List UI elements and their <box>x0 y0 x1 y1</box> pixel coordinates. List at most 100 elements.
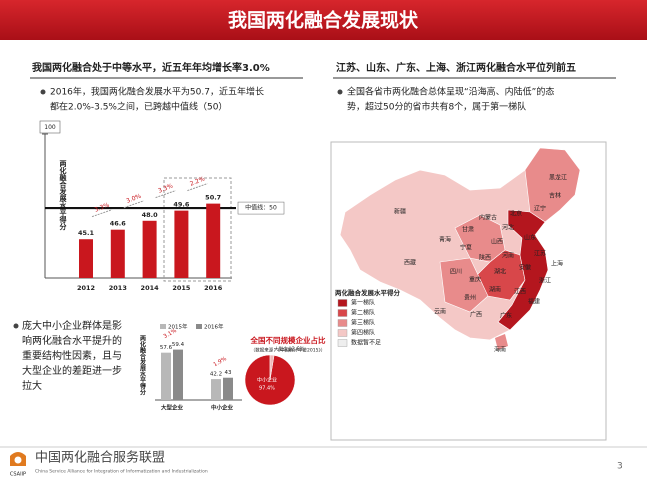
province-label: 江西 <box>514 289 526 296</box>
bullet-dot <box>337 89 343 95</box>
province-label: 云南 <box>434 308 446 316</box>
growth-label: 1.9% <box>213 356 228 368</box>
growth-label: 3.3% <box>157 182 174 194</box>
legend-swatch <box>337 339 348 347</box>
value-label: 50.7 <box>205 194 221 202</box>
bar <box>79 239 93 278</box>
bar <box>110 229 125 278</box>
page-number: 3 <box>617 462 623 472</box>
map-region <box>439 257 489 313</box>
pie-value-label: 2.6% <box>292 347 305 353</box>
value-label: 42.2 <box>210 372 222 378</box>
province-label: 辽宁 <box>534 205 546 213</box>
province-label: 甘肃 <box>462 226 474 234</box>
bar <box>223 377 233 400</box>
legend-swatch <box>196 324 202 329</box>
province-label: 湖南 <box>489 286 501 294</box>
paragraph-line: 响两化融合水平提升的 <box>22 334 122 347</box>
province-label: 新疆 <box>394 208 406 216</box>
province-label: 海南 <box>494 346 506 354</box>
pie-label: 中小企业 <box>257 377 277 384</box>
value-label: 43 <box>225 370 232 376</box>
growth-arrow <box>155 190 176 199</box>
bullet-dot <box>40 89 46 95</box>
legend-label: 2016年 <box>204 323 224 331</box>
paragraph-line: 全国各省市两化融合总体呈现“沿海高、内陆低”的态 <box>347 86 554 98</box>
province-label: 北京 <box>510 210 522 218</box>
pie-title: 全国不同规模企业占比 <box>250 335 326 345</box>
growth-label: 3.3% <box>94 201 111 213</box>
province-label: 陕西 <box>479 254 491 262</box>
province-label: 西藏 <box>404 259 416 267</box>
legend-swatch <box>337 319 348 327</box>
growth-label: 2.2% <box>189 175 206 187</box>
x-tick-label: 大型企业 <box>161 404 184 412</box>
bullet-dot <box>13 323 19 329</box>
bar <box>211 379 221 400</box>
province-label: 重庆 <box>469 276 481 284</box>
growth-arrow <box>123 200 144 209</box>
province-label: 广东 <box>500 312 512 320</box>
province-label: 宁夏 <box>460 244 472 252</box>
province-label: 广西 <box>470 311 482 319</box>
x-tick-label: 2013 <box>109 284 127 292</box>
paragraph-line: 势，超过50分的省市共有8个，属于第一梯队 <box>347 101 526 113</box>
paragraph-line: 重要结构性因素，且与 <box>22 349 122 362</box>
growth-arrow <box>91 209 113 218</box>
province-label: 山西 <box>491 238 503 246</box>
province-label: 浙江 <box>539 277 551 285</box>
legend-swatch <box>337 309 348 317</box>
value-label: 48.0 <box>142 211 159 219</box>
province-label: 内蒙古 <box>479 214 497 222</box>
x-tick-label: 2014 <box>141 284 160 292</box>
province-label: 吉林 <box>549 192 561 200</box>
paragraph-line: 庞大中小企业群体是影 <box>22 319 122 332</box>
growth-arrow <box>187 183 208 192</box>
title: 我国两化融合发展现状 <box>228 9 419 32</box>
value-label: 46.6 <box>110 220 127 228</box>
province-label: 河北 <box>502 224 514 232</box>
logo <box>14 456 22 464</box>
map-region <box>497 209 549 331</box>
legend-label: 第二梯队 <box>351 309 375 317</box>
province-label: 江苏 <box>534 250 546 258</box>
growth-label: 3.1% <box>163 328 178 340</box>
bar <box>206 203 221 278</box>
legend-label: 数据暂不足 <box>351 339 381 347</box>
legend-swatch <box>337 299 348 307</box>
legend-label: 第三梯队 <box>351 319 375 327</box>
pie-slice <box>269 354 275 381</box>
bar <box>173 349 183 400</box>
province-label: 青海 <box>439 236 451 244</box>
province-label: 山东 <box>524 234 536 242</box>
legend-label: 2015年 <box>168 323 188 331</box>
province-label: 湖北 <box>494 268 506 276</box>
x-tick-label: 2012 <box>77 284 95 292</box>
x-tick-label: 中小企业 <box>211 404 234 412</box>
y-axis-label: 两化融合发展水平得分 <box>139 335 147 396</box>
pie-label: 大型企业 <box>274 346 292 353</box>
reference-label-box <box>237 201 285 215</box>
province-label: 黑龙江 <box>549 174 567 182</box>
paragraph-line: 都在2.0%-3.5%之间，已跨越中值线（50） <box>50 101 227 113</box>
province-label: 四川 <box>450 269 462 276</box>
legend-label: 第四梯队 <box>351 329 375 337</box>
bar <box>161 352 171 400</box>
province-label: 安徽 <box>519 264 531 272</box>
reference-label: 中值线：50 <box>245 204 277 212</box>
pie-subtitle: （数据来源：《中国统计年鉴2015》） <box>251 347 325 354</box>
bar <box>142 220 157 278</box>
value-label: 49.6 <box>173 201 190 209</box>
growth-label: 3.0% <box>125 193 142 205</box>
value-label: 45.1 <box>78 229 95 237</box>
axis-top-box <box>39 120 61 134</box>
map-region <box>495 334 508 350</box>
paragraph-line: 拉大 <box>22 379 42 392</box>
y-axis-label: 两化融合发展水平得分 <box>59 160 68 231</box>
org-name: 中国两化融合服务联盟 <box>35 450 165 466</box>
value-label: 57.6 <box>160 345 173 351</box>
right-heading: 江苏、山东、广东、上海、浙江两化融合水平位列前五 <box>336 61 576 74</box>
y-axis-top-label: 100 <box>44 124 56 131</box>
legend-swatch <box>160 324 166 329</box>
